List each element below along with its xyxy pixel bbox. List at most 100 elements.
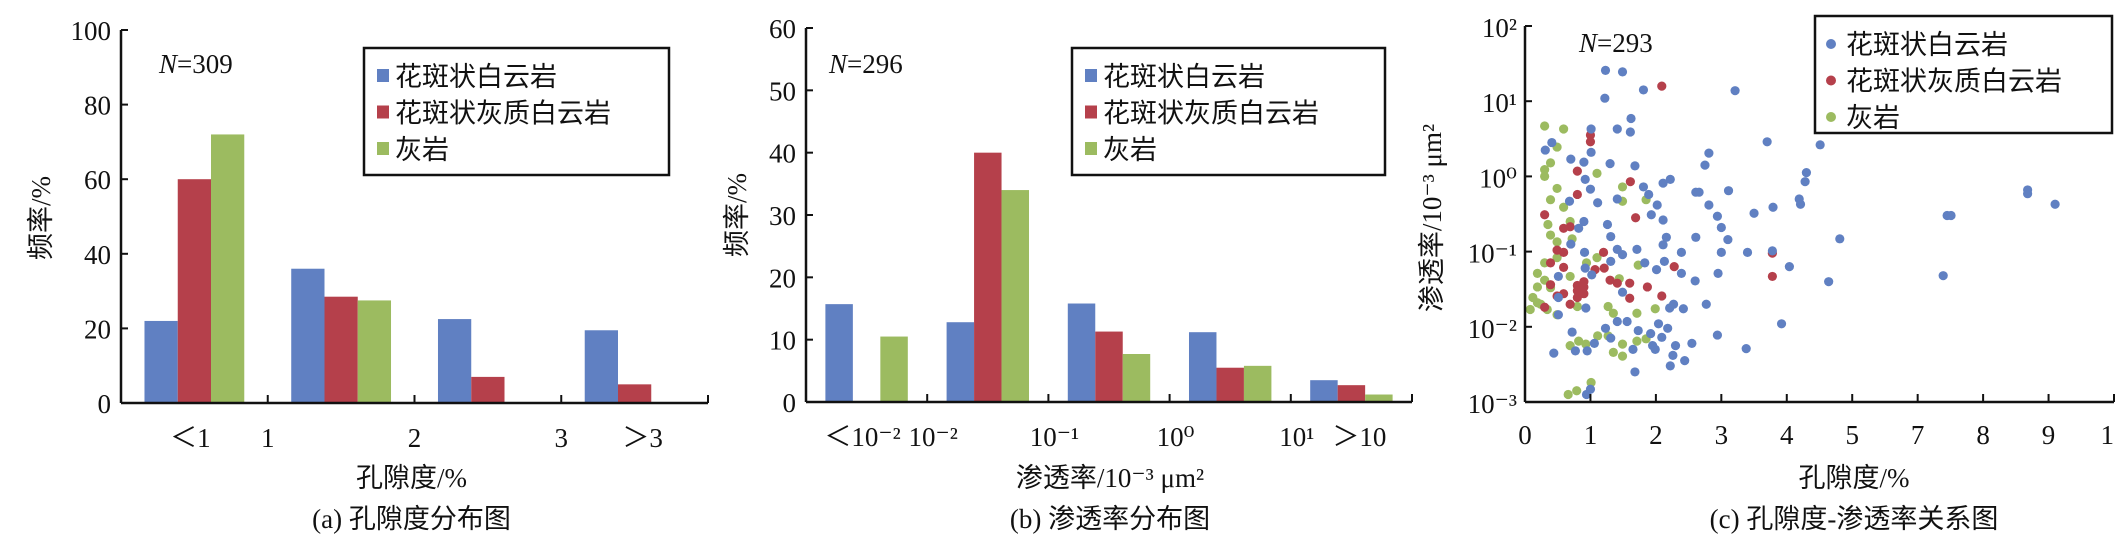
- x-tick-label: 10⁰: [1157, 422, 1195, 452]
- scatter-point-dolomite: [1553, 271, 1563, 282]
- scatter-point-dolomite: [1768, 202, 1778, 212]
- scatter-point-dolomite: [1612, 316, 1622, 327]
- scatter-point-dolomite: [1606, 256, 1616, 266]
- scatter-point-calcareous-dolomite: [1767, 271, 1777, 282]
- bar: [177, 179, 212, 403]
- scatter-point-dolomite: [1938, 271, 1948, 281]
- bar: [974, 152, 1002, 402]
- legend-swatch: [1085, 142, 1097, 155]
- scatter-point-dolomite: [1680, 356, 1690, 366]
- legend-swatch: [377, 105, 389, 119]
- scatter-point-limestone: [1540, 171, 1550, 181]
- n-symbol: N: [1578, 28, 1599, 58]
- scatter-point-dolomite: [1650, 344, 1660, 354]
- legend-label: 花斑状白云岩: [1846, 30, 2008, 60]
- scatter-point-dolomite: [1549, 348, 1559, 358]
- bar: [825, 304, 853, 402]
- x-tick-label: 7: [1911, 420, 1925, 450]
- scatter-point-limestone: [1617, 351, 1628, 361]
- legend-label: 花斑状灰质白云岩: [1846, 67, 2062, 97]
- legend-label: 灰岩: [1103, 135, 1157, 165]
- scatter-point-dolomite: [1784, 262, 1794, 272]
- scatter-point-calcareous-dolomite: [1657, 81, 1667, 91]
- scatter-point-calcareous-dolomite: [1669, 262, 1679, 272]
- scatter-point-limestone: [1545, 230, 1556, 240]
- y-tick-label: 80: [84, 91, 111, 121]
- scatter-point-limestone: [1525, 304, 1535, 315]
- n-value: =293: [1597, 28, 1653, 58]
- bar: [1310, 380, 1338, 402]
- scatter-point-dolomite: [1742, 247, 1753, 257]
- scatter-point-dolomite: [1574, 223, 1584, 233]
- scatter-point-dolomite: [1564, 196, 1575, 206]
- bar: [211, 134, 245, 403]
- scatter-point-dolomite: [1795, 199, 1806, 209]
- scatter-point-dolomite: [1694, 187, 1704, 197]
- scatter-point-dolomite: [1606, 231, 1616, 242]
- legend-marker: [1826, 39, 1836, 49]
- scatter-point-calcareous-dolomite: [1559, 223, 1569, 233]
- scatter-point-dolomite: [1657, 332, 1667, 342]
- porosity-distribution-chart: 0 20 40 60 80 100 ＜1 1 2 3 ＞3 孔隙度/% (a) 孔隙度分布图 频率/% N=…: [26, 16, 709, 534]
- bar: [437, 319, 472, 403]
- y-tick-label: 60: [769, 14, 796, 44]
- scatter-point-calcareous-dolomite: [1565, 299, 1575, 309]
- scatter-point-dolomite: [1749, 208, 1759, 218]
- scatter-point-dolomite: [1585, 184, 1596, 194]
- scatter-point-dolomite: [1676, 268, 1687, 279]
- scatter-point-limestone: [1632, 336, 1642, 346]
- scatter-point-dolomite: [1547, 137, 1557, 148]
- scatter-point-limestone: [1603, 301, 1613, 312]
- scatter-point-limestone: [1552, 253, 1562, 263]
- scatter-point-dolomite: [1653, 319, 1664, 329]
- scatter-point-limestone: [1545, 158, 1556, 168]
- scatter-point-dolomite: [1700, 160, 1710, 170]
- scatter-point-limestone: [1608, 347, 1618, 357]
- scatter-point-calcareous-dolomite: [1605, 275, 1615, 285]
- x-tick-label: 4: [1780, 420, 1794, 450]
- scatter-point-dolomite: [1625, 127, 1635, 137]
- scatter-point-dolomite: [1676, 247, 1687, 257]
- scatter-point-dolomite: [1628, 344, 1638, 354]
- scatter-point-dolomite: [1581, 389, 1592, 400]
- n-value: =296: [847, 49, 903, 79]
- scatter-point-dolomite: [1617, 287, 1628, 297]
- legend-label: 花斑状灰质白云岩: [395, 99, 611, 129]
- scatter-point-dolomite: [1638, 85, 1649, 95]
- scatter-point-calcareous-dolomite: [1559, 247, 1569, 257]
- legend-swatch: [377, 142, 389, 155]
- scatter-point-dolomite: [1646, 210, 1656, 220]
- chart-caption: (c) 孔隙度-渗透率关系图: [1710, 504, 1999, 534]
- scatter-point-limestone: [1563, 389, 1573, 400]
- chart-caption: (b) 渗透率分布图: [1010, 504, 1210, 534]
- scatter-point-limestone: [1540, 121, 1550, 131]
- x-tick-label: 10⁻¹: [1030, 422, 1079, 452]
- scatter-point-limestone: [1617, 182, 1628, 192]
- scatter-point-dolomite: [1581, 303, 1591, 313]
- y-tick-label: 10⁰: [1479, 163, 1517, 193]
- porosity-permeability-scatter: 10⁻³ 10⁻² 10⁻¹ 10⁰ 10¹ 10² 0 1 2 3 4 5 7 8 9 10 孔隙度/% (c)…: [1417, 13, 2115, 534]
- scatter-point-dolomite: [1704, 200, 1714, 210]
- x-tick-label: 2: [408, 423, 422, 453]
- scatter-point-dolomite: [1687, 338, 1697, 348]
- scatter-point-dolomite: [1582, 346, 1592, 356]
- scatter-point-dolomite: [1570, 346, 1580, 356]
- legend-label: 花斑状白云岩: [1103, 62, 1265, 92]
- permeability-distribution-chart: 0 10 20 30 40 50 60 ＜10⁻² 10⁻² 10⁻¹ 10⁰ 10¹ ＞10 渗透率/1…: [722, 14, 1413, 534]
- scatter-point-calcareous-dolomite: [1572, 292, 1582, 303]
- scatter-point-dolomite: [1712, 330, 1723, 340]
- scatter-point-dolomite: [1801, 168, 1812, 178]
- scatter-point-calcareous-dolomite: [1598, 247, 1609, 257]
- scatter-point-limestone: [1592, 253, 1602, 263]
- legend-box: [362, 46, 671, 177]
- y-tick-label: 20: [769, 263, 796, 293]
- scatter-point-dolomite: [1579, 216, 1589, 227]
- scatter-point-dolomite: [1716, 222, 1726, 233]
- bar: [1216, 367, 1244, 402]
- scatter-point-dolomite: [1606, 333, 1616, 343]
- scatter-point-dolomite: [1580, 263, 1590, 273]
- scatter-point-limestone: [1593, 331, 1603, 341]
- scatter-point-calcareous-dolomite: [1642, 282, 1652, 292]
- scatter-point-limestone: [1543, 219, 1553, 230]
